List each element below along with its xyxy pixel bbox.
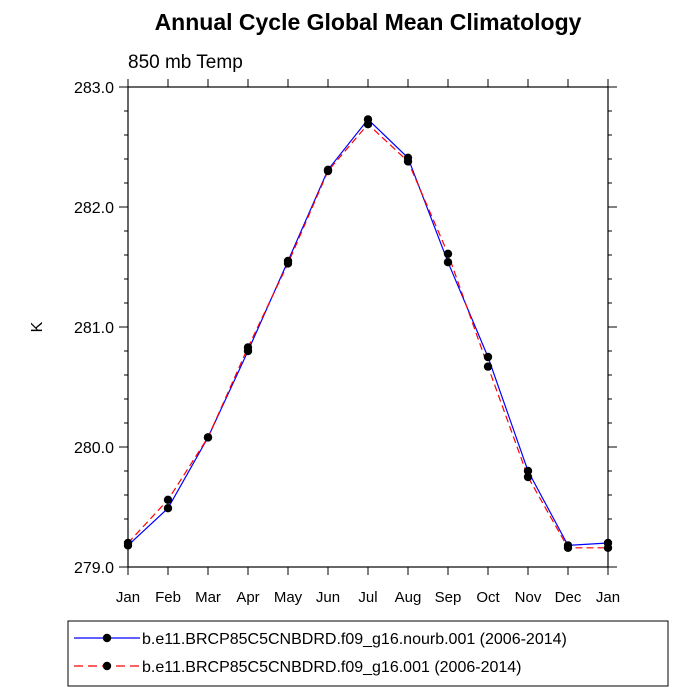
series-1-point [523,466,533,476]
legend-label-2: b.e11.BRCP85C5CNBDRD.f09_g16.001 (2006-2… [142,659,521,676]
series-2-point [443,249,453,258]
legend-marker-1 [102,633,112,643]
plot-area-border [127,86,609,568]
chart-title: Annual Cycle Global Mean Climatology [155,9,582,35]
series-2-point [243,343,253,352]
x-tick-label: May [274,589,303,606]
y-tick-label: 283.0 [74,80,114,97]
series-2-point [363,120,373,129]
series-line-1 [127,118,609,547]
y-tick-label: 279.0 [74,560,114,577]
x-tick-label: Sep [435,589,462,606]
y-tick-label: 280.0 [74,440,114,457]
x-tick-label: Apr [236,589,259,606]
series-line-2 [127,123,608,549]
series-2-point [483,362,493,371]
series-2-point [283,259,293,268]
legend-box [67,620,669,687]
x-tick-label: Oct [476,589,500,606]
series-1-point [483,352,493,362]
legend-marker-2 [102,661,112,671]
series-2-point [203,433,213,442]
x-tick-label: Dec [555,589,582,606]
y-tick-label: 282.0 [74,200,114,217]
legend-label-1: b.e11.BRCP85C5CNBDRD.f09_g16.nourb.001 (… [142,631,567,648]
x-tick-label: Jun [316,589,340,606]
x-tick-label: Aug [395,589,422,606]
series-1-point [443,258,453,267]
series-2-point [403,157,413,166]
series-2-point [123,538,133,548]
x-tick-label: Feb [155,589,181,606]
series-2-point [163,495,173,504]
x-tick-label: Jul [358,589,377,606]
series-2-point [523,472,533,482]
series-2-point [603,543,613,552]
series-2-point [563,543,573,552]
series-2-point [323,166,333,176]
x-tick-label: Mar [195,589,221,606]
legend: b.e11.BRCP85C5CNBDRD.f09_g16.nourb.001 (… [67,620,669,687]
x-tick-label: Jan [596,589,620,606]
chart-subtitle: 850 mb Temp [128,52,243,73]
x-tick-label: Nov [515,589,542,606]
y-tick-label: 281.0 [74,320,114,337]
series-1-point [163,504,173,513]
x-tick-label: Jan [116,589,140,606]
y-axis-label: K [29,321,46,332]
